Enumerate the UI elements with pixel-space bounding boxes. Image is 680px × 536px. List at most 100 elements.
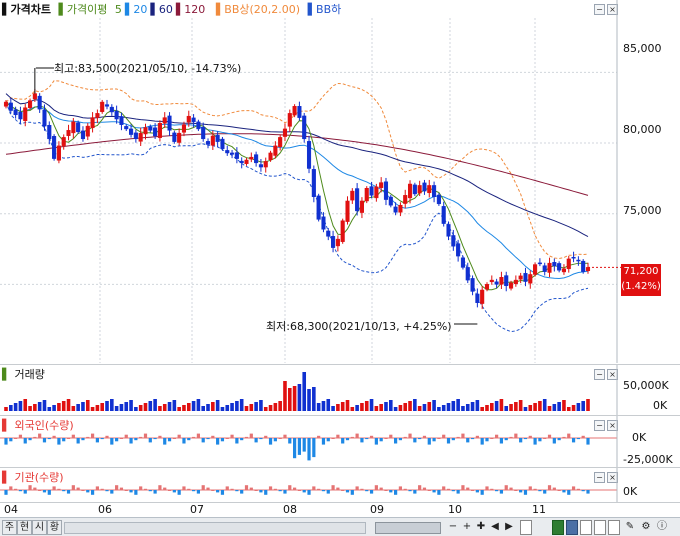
toolbar-button-2[interactable]: 현 bbox=[17, 520, 32, 535]
volume-bar-42 bbox=[206, 404, 210, 411]
institution-bar-120 bbox=[581, 490, 585, 492]
volume-bar-111 bbox=[538, 401, 542, 411]
volume-bar-115 bbox=[557, 402, 561, 411]
candle-9 bbox=[47, 121, 52, 145]
institution-bar-44 bbox=[216, 490, 220, 493]
print-icon[interactable] bbox=[580, 520, 592, 535]
candle-5 bbox=[27, 98, 33, 110]
candle-4 bbox=[23, 103, 28, 127]
institution-bar-76 bbox=[369, 490, 374, 494]
scroll-right-icon[interactable]: ▶ bbox=[505, 521, 513, 532]
volume-bar-34 bbox=[167, 402, 172, 411]
foreign-bar-87 bbox=[422, 435, 427, 438]
layout-icon[interactable] bbox=[608, 520, 620, 535]
scroll-thumb[interactable] bbox=[375, 522, 441, 534]
volume-bar-86 bbox=[417, 406, 422, 411]
volume-bar-5 bbox=[28, 406, 32, 411]
volume-bar-90 bbox=[437, 407, 441, 411]
foreign-bar-21 bbox=[105, 435, 109, 438]
candle-116 bbox=[561, 264, 567, 275]
volume-bar-95 bbox=[461, 406, 465, 411]
volume-bar-24 bbox=[119, 404, 124, 411]
candle-68 bbox=[331, 230, 336, 253]
candle-32 bbox=[157, 120, 162, 142]
institution-bar-12 bbox=[62, 490, 66, 492]
save-icon[interactable] bbox=[566, 520, 578, 535]
foreign-bar-68 bbox=[331, 438, 335, 439]
candle-62 bbox=[302, 112, 307, 143]
institution-bar-116 bbox=[562, 490, 566, 493]
institution-bar-32 bbox=[158, 485, 162, 490]
bb-lower-line bbox=[5, 101, 589, 333]
candle-61 bbox=[297, 101, 302, 121]
candle-92 bbox=[446, 221, 451, 241]
candle-114 bbox=[552, 258, 557, 272]
volume-bar-4 bbox=[23, 399, 28, 411]
institution-bar-8 bbox=[42, 490, 47, 493]
foreign-minimize-icon[interactable]: − bbox=[594, 420, 605, 431]
crosshair-icon[interactable]: ✚ bbox=[476, 521, 486, 532]
foreign-bar-1 bbox=[9, 438, 13, 442]
volume-bar-114 bbox=[552, 404, 557, 411]
candle-118 bbox=[571, 251, 576, 263]
toolbar-button-1[interactable]: 주 bbox=[2, 520, 17, 535]
candle-106 bbox=[513, 275, 518, 287]
foreign-bar-66 bbox=[321, 438, 326, 445]
volume-bar-96 bbox=[465, 404, 470, 411]
candle-93 bbox=[451, 229, 456, 251]
settings-icon[interactable]: ⚙ bbox=[641, 521, 651, 532]
scroll-track[interactable] bbox=[64, 522, 366, 534]
y-label-75000: 75,000 bbox=[623, 204, 662, 217]
institution-bar-83 bbox=[403, 488, 407, 490]
candle-53 bbox=[258, 159, 263, 172]
zoom-out-icon[interactable]: − bbox=[448, 521, 458, 532]
foreign-bar-38 bbox=[187, 438, 191, 441]
volume-bar-43 bbox=[211, 402, 215, 411]
foreign-bar-91 bbox=[442, 434, 446, 438]
tool-icon[interactable]: ✎ bbox=[625, 521, 635, 532]
volume-bar-113 bbox=[547, 406, 552, 411]
panel-minimize-icon[interactable]: − bbox=[594, 4, 605, 15]
excel-icon[interactable] bbox=[552, 520, 564, 535]
foreign-bar-52 bbox=[254, 438, 258, 443]
info-icon[interactable]: ⓘ bbox=[657, 521, 667, 532]
volume-bar-64 bbox=[312, 387, 316, 411]
volume-bar-20 bbox=[100, 403, 104, 411]
toolbar-button-4[interactable]: 황 bbox=[47, 520, 62, 535]
institution-bar-38 bbox=[187, 488, 191, 490]
institution-bar-91 bbox=[442, 486, 446, 490]
volume-minimize-icon[interactable]: − bbox=[594, 369, 605, 380]
grid-icon[interactable] bbox=[594, 520, 606, 535]
candle-25 bbox=[124, 124, 129, 132]
foreign-bar-67 bbox=[326, 438, 330, 442]
candle-79 bbox=[383, 177, 389, 206]
institution-bar-29 bbox=[143, 488, 148, 490]
price-plot bbox=[0, 0, 621, 363]
foreign-bar-29 bbox=[143, 433, 148, 438]
institution-bar-113 bbox=[547, 485, 552, 490]
candle-19 bbox=[95, 109, 100, 124]
candle-47 bbox=[230, 149, 235, 159]
institution-bar-49 bbox=[240, 490, 244, 494]
foreign-bar-9 bbox=[47, 438, 51, 440]
volume-bar-77 bbox=[374, 406, 379, 411]
scroll-left-icon[interactable]: ◀ bbox=[491, 521, 499, 532]
volume-bar-10 bbox=[52, 405, 56, 411]
volume-bar-110 bbox=[533, 403, 537, 411]
candle-119 bbox=[576, 256, 581, 266]
volume-bar-88 bbox=[427, 402, 432, 411]
institution-bar-106 bbox=[514, 490, 518, 491]
volume-bar-87 bbox=[422, 404, 427, 411]
candle-50 bbox=[244, 157, 249, 166]
foreign-bar-116 bbox=[562, 436, 566, 438]
frame-icon[interactable] bbox=[520, 520, 532, 535]
foreign-bar-62 bbox=[302, 438, 306, 452]
institution-minimize-icon[interactable]: − bbox=[594, 472, 605, 483]
volume-bar-23 bbox=[114, 406, 119, 411]
institution-bar-13 bbox=[66, 490, 71, 494]
foreign-bar-120 bbox=[581, 435, 585, 438]
toolbar-button-3[interactable]: 시 bbox=[32, 520, 47, 535]
volume-bar-102 bbox=[494, 401, 499, 411]
x-label-08: 08 bbox=[283, 503, 297, 516]
zoom-in-icon[interactable]: + bbox=[462, 521, 472, 532]
